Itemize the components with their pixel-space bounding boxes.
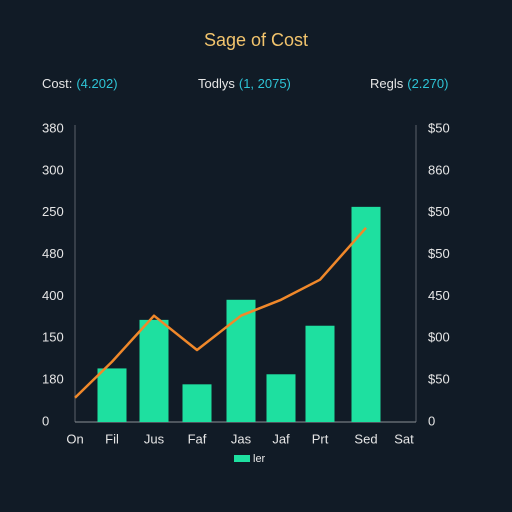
legend-swatch <box>234 455 250 462</box>
x-tick-label: Jas <box>231 431 252 446</box>
bar <box>305 325 335 422</box>
x-tick-label: On <box>66 431 83 446</box>
stat: Regls (2.270) <box>370 76 448 91</box>
chart-title: Sage of Cost <box>204 30 308 50</box>
y2-tick-label: 860 <box>428 162 450 177</box>
stat-value: (2.270) <box>407 76 448 91</box>
stat-label: Cost: <box>42 76 72 91</box>
y-tick-label: 380 <box>42 120 64 135</box>
y2-tick-label: $50 <box>428 372 450 387</box>
bar <box>351 206 381 422</box>
y-tick-label: 150 <box>42 330 64 345</box>
x-tick-label: Prt <box>312 431 329 446</box>
y-tick-label: 400 <box>42 288 64 303</box>
y2-tick-label: 450 <box>428 288 450 303</box>
x-tick-label: Sat <box>394 431 414 446</box>
y-tick-label: 300 <box>42 162 64 177</box>
x-tick-label: Jus <box>144 431 165 446</box>
x-tick-label: Sed <box>354 431 377 446</box>
stat: Cost: (4.202) <box>42 76 118 91</box>
stat-label: Regls <box>370 76 404 91</box>
stat-value: (1, 2075) <box>239 76 291 91</box>
y2-tick-label: 0 <box>428 413 435 428</box>
y2-tick-label: $50 <box>428 246 450 261</box>
y2-tick-label: $50 <box>428 204 450 219</box>
y-tick-label: 0 <box>42 413 49 428</box>
x-tick-label: Fil <box>105 431 119 446</box>
line <box>74 226 367 399</box>
y-tick-label: 180 <box>42 372 64 387</box>
stat-value: (4.202) <box>76 76 117 91</box>
bar <box>139 319 169 422</box>
x-tick-label: Jaf <box>272 431 290 446</box>
legend-label: ler <box>253 453 266 465</box>
bar <box>266 374 296 422</box>
y2-tick-label: $00 <box>428 330 450 345</box>
bar <box>182 384 212 422</box>
y-tick-label: 250 <box>42 204 64 219</box>
stat: Todlys (1, 2075) <box>198 76 291 91</box>
bar <box>97 368 127 422</box>
y2-tick-label: $50 <box>428 120 450 135</box>
bar <box>226 299 256 422</box>
x-tick-label: Faf <box>188 431 207 446</box>
y-tick-label: 480 <box>42 246 64 261</box>
stat-label: Todlys <box>198 76 235 91</box>
